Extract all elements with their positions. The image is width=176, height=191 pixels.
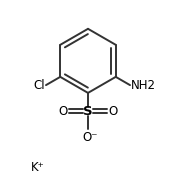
Text: O: O bbox=[108, 105, 117, 118]
Text: O: O bbox=[59, 105, 68, 118]
Text: O⁻: O⁻ bbox=[82, 131, 98, 144]
Text: K⁺: K⁺ bbox=[31, 161, 45, 174]
Text: Cl: Cl bbox=[33, 79, 45, 92]
Text: S: S bbox=[83, 105, 93, 118]
Text: NH2: NH2 bbox=[131, 79, 156, 92]
